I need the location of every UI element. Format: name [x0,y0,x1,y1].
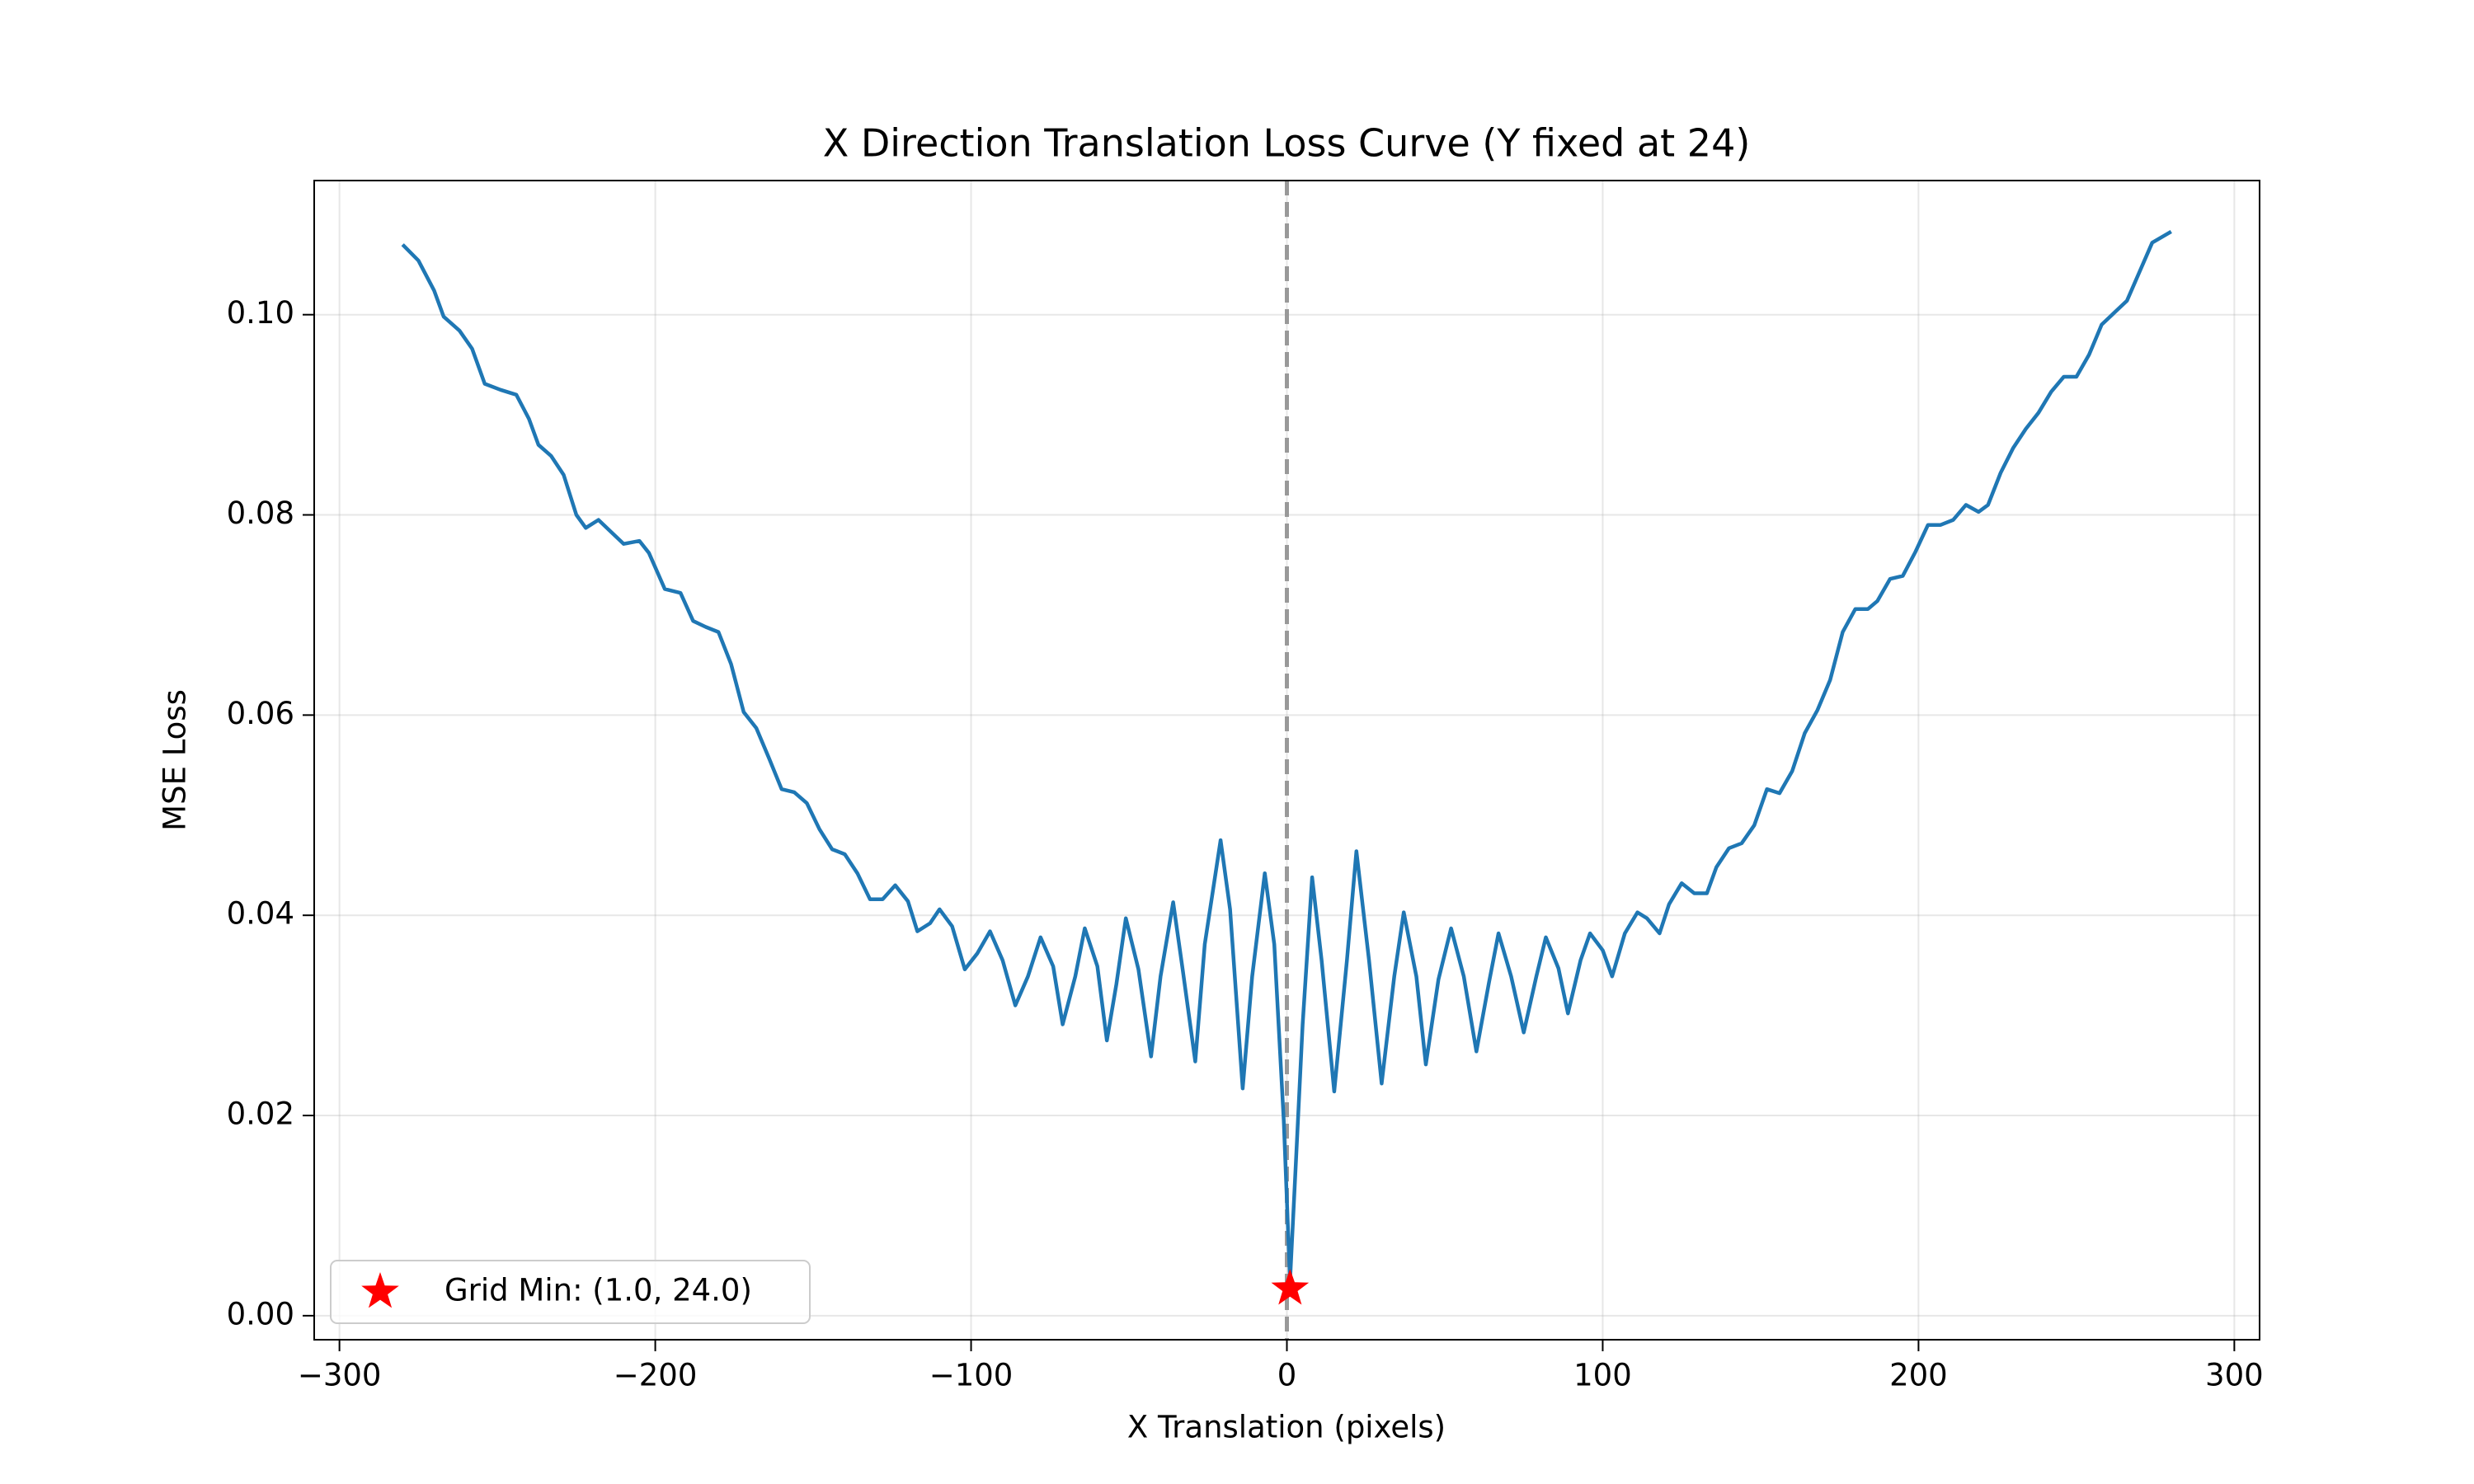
y-tick-label: 0.04 [227,896,294,932]
y-tick-label: 0.08 [227,495,294,531]
x-tick-label: 0 [1277,1358,1297,1393]
legend-label: Grid Min: (1.0, 24.0) [444,1273,752,1308]
legend-box [330,1260,811,1324]
x-tick-label: −100 [929,1358,1014,1393]
y-tick-label: 0.10 [227,295,294,331]
legend-marker [361,1272,399,1308]
x-tick-label: −300 [298,1358,382,1393]
x-tick-label: 300 [2205,1358,2264,1393]
y-tick-label: 0.06 [227,696,294,731]
scatter-point [1271,1269,1310,1305]
x-axis-label: X Translation (pixels) [1127,1410,1446,1445]
y-axis-label: MSE Loss [158,689,193,831]
y-tick-label: 0.00 [227,1296,294,1331]
x-tick-label: 100 [1573,1358,1632,1393]
line [401,229,2172,1283]
x-tick-label: −200 [614,1358,698,1393]
x-tick-label: 200 [1889,1358,1948,1393]
plot-frame [313,180,2260,1341]
chart-title: X Direction Translation Loss Curve (Y fi… [823,121,1751,166]
y-tick-label: 0.02 [227,1097,294,1132]
